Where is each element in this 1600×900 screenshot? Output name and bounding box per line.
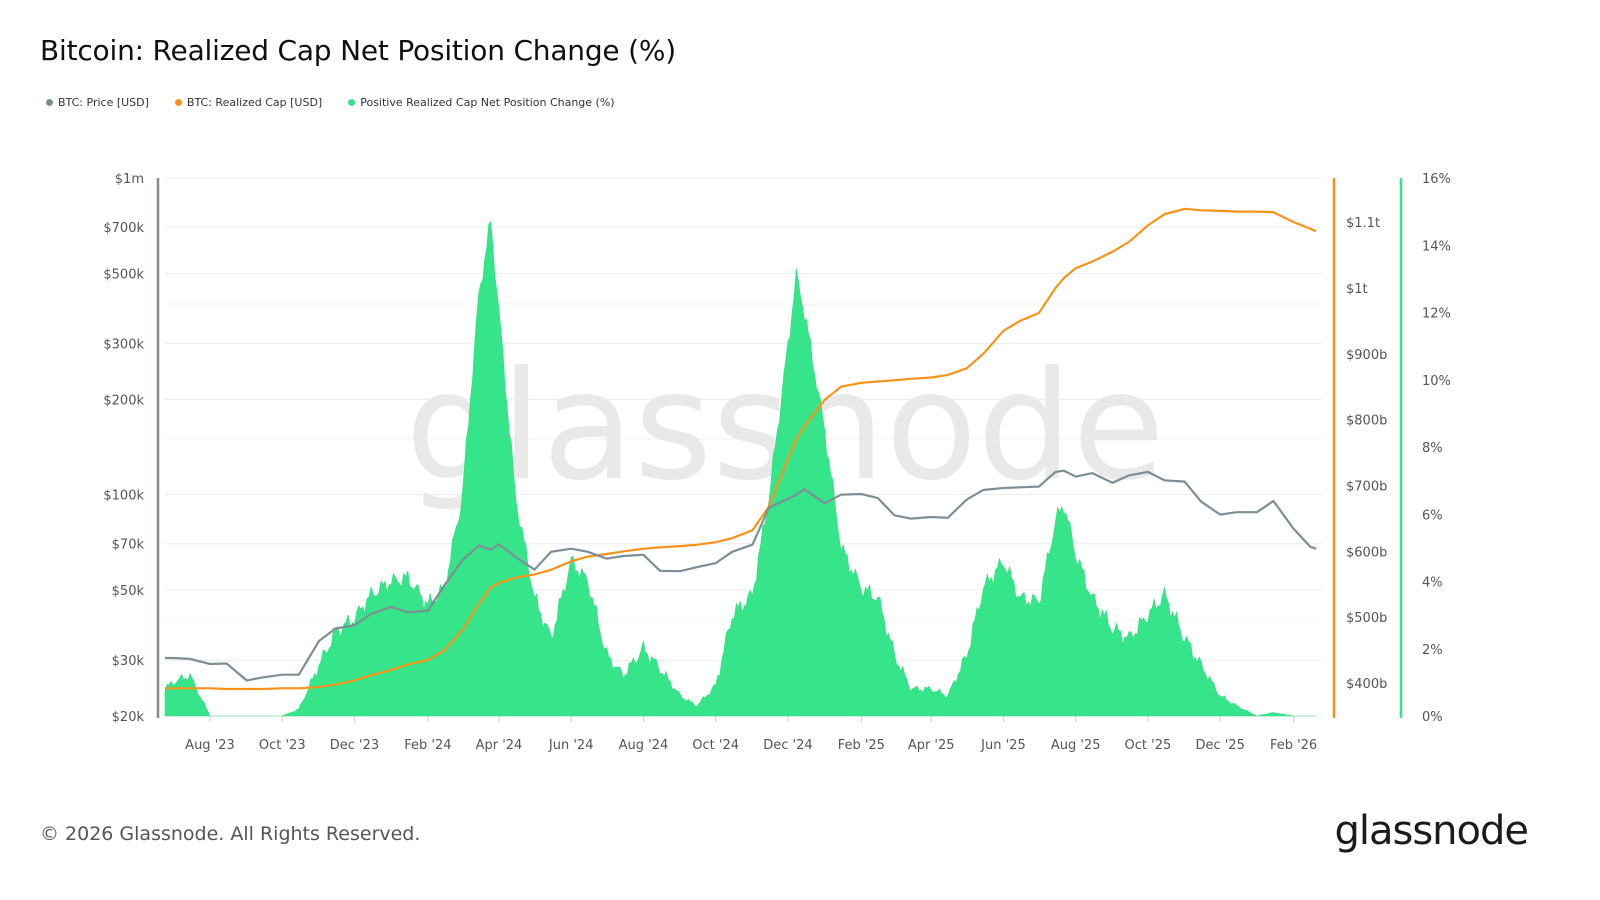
date-tick-label: Feb '26 bbox=[1270, 738, 1317, 753]
legend-label: BTC: Realized Cap [USD] bbox=[186, 96, 323, 109]
date-tick-label: Oct '23 bbox=[259, 738, 306, 753]
price-tick-label: $50k bbox=[112, 584, 145, 599]
percent-tick-label: 16% bbox=[1422, 172, 1451, 187]
price-tick-label: $100k bbox=[103, 489, 144, 504]
realized-cap-line bbox=[165, 207, 1317, 691]
legend-item-realized-cap[interactable]: BTC: Realized Cap [USD] bbox=[174, 96, 323, 109]
percent-tick-label: 4% bbox=[1422, 576, 1443, 591]
copyright-footer: © 2026 Glassnode. All Rights Reserved. bbox=[40, 823, 421, 845]
date-tick-label: Oct '25 bbox=[1125, 738, 1172, 753]
price-tick-label: $70k bbox=[112, 538, 145, 553]
realized-cap-tick-label: $1.1t bbox=[1346, 216, 1380, 231]
axis-ticks: $20k $30k $50k $70k $100k $200k $300k $500k $700… bbox=[103, 172, 1451, 753]
price-tick-label: $700k bbox=[103, 221, 144, 236]
realized-cap-tick-label: $600b bbox=[1346, 545, 1387, 560]
net-position-change-area bbox=[164, 221, 1317, 717]
realized-cap-tick-label: $1t bbox=[1346, 282, 1368, 297]
realized-cap-tick-label: $700b bbox=[1346, 480, 1387, 495]
price-line bbox=[165, 469, 1317, 682]
date-tick-label: Apr '25 bbox=[908, 738, 955, 753]
realized-cap-tick-label: $400b bbox=[1346, 677, 1387, 692]
date-tick-label: Feb '24 bbox=[404, 738, 451, 753]
date-tick-label: Dec '25 bbox=[1195, 738, 1244, 753]
percent-tick-label: 8% bbox=[1422, 441, 1443, 456]
percent-tick-label: 10% bbox=[1422, 374, 1451, 389]
percent-tick-label: 0% bbox=[1422, 710, 1443, 725]
date-tick-label: Dec '24 bbox=[763, 738, 812, 753]
legend: BTC: Price [USD] BTC: Realized Cap [USD]… bbox=[46, 96, 615, 109]
percent-tick-label: 6% bbox=[1422, 508, 1443, 523]
glassnode-logo: glassnode bbox=[1334, 808, 1529, 854]
price-tick-label: $200k bbox=[103, 393, 144, 408]
price-tick-label: $30k bbox=[112, 654, 145, 669]
price-tick-label: $20k bbox=[112, 710, 145, 725]
date-tick-label: Apr '24 bbox=[476, 738, 523, 753]
legend-item-net-position-change[interactable]: Positive Realized Cap Net Position Chang… bbox=[348, 96, 615, 109]
legend-dot-net-position bbox=[348, 99, 356, 106]
percent-tick-label: 2% bbox=[1422, 643, 1443, 658]
realized-cap-tick-label: $800b bbox=[1346, 414, 1387, 429]
legend-label: BTC: Price [USD] bbox=[58, 96, 149, 109]
legend-label: Positive Realized Cap Net Position Chang… bbox=[360, 96, 615, 109]
price-tick-label: $500k bbox=[103, 267, 144, 282]
price-tick-label: $300k bbox=[103, 338, 144, 353]
date-tick-label: Jun '24 bbox=[548, 738, 594, 753]
date-tick-label: Jun '25 bbox=[980, 738, 1026, 753]
price-tick-label: $1m bbox=[115, 172, 144, 187]
date-tick-label: Dec '23 bbox=[330, 738, 379, 753]
realized-cap-tick-label: $900b bbox=[1346, 348, 1387, 363]
date-tick-label: Feb '25 bbox=[838, 738, 885, 753]
percent-tick-label: 14% bbox=[1422, 239, 1451, 254]
legend-dot-price bbox=[46, 99, 53, 106]
date-tick-label: Aug '23 bbox=[185, 738, 235, 753]
percent-tick-label: 12% bbox=[1422, 307, 1451, 322]
date-tick-label: Oct '24 bbox=[692, 738, 739, 753]
date-tick-label: Aug '25 bbox=[1051, 738, 1101, 753]
realized-cap-tick-label: $500b bbox=[1346, 611, 1387, 626]
date-tick-label: Aug '24 bbox=[619, 738, 669, 753]
chart-title: Bitcoin: Realized Cap Net Position Chang… bbox=[40, 34, 676, 67]
legend-dot-realized-cap bbox=[174, 99, 182, 106]
legend-item-price[interactable]: BTC: Price [USD] bbox=[46, 96, 149, 109]
